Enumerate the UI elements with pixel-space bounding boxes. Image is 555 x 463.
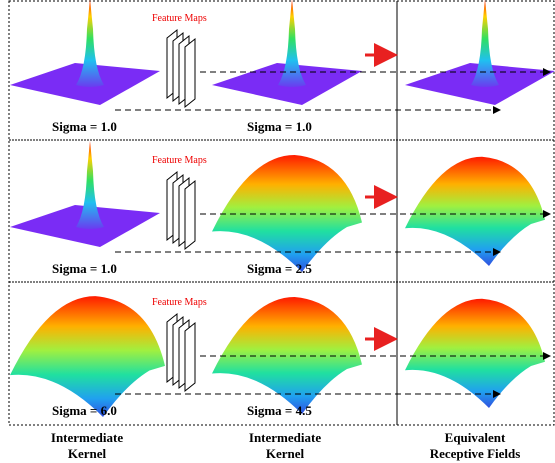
feature-maps-label: Feature Maps <box>152 297 207 308</box>
sigma-label: Sigma = 6.0 <box>52 403 117 418</box>
sigma-label: Sigma = 4.5 <box>247 403 312 418</box>
column-label: Receptive Fields <box>430 446 521 461</box>
feature-map <box>184 37 196 109</box>
column-label: Equivalent <box>445 430 506 445</box>
dome <box>212 155 362 272</box>
feature-maps-label: Feature Maps <box>152 13 207 24</box>
sigma-label: Sigma = 1.0 <box>52 261 117 276</box>
spike <box>278 0 306 87</box>
outer-border <box>8 0 555 426</box>
dome <box>405 298 545 408</box>
column-label: Intermediate <box>51 430 123 445</box>
spike <box>471 0 499 87</box>
sigma-label: Sigma = 1.0 <box>247 119 312 134</box>
column-label: Kernel <box>68 446 107 461</box>
feature-map <box>184 179 196 251</box>
dome <box>10 296 165 417</box>
dome <box>212 297 362 414</box>
column-label: Kernel <box>266 446 305 461</box>
dome <box>405 156 545 266</box>
spike <box>76 141 104 229</box>
spike <box>76 0 104 87</box>
column-label: Intermediate <box>249 430 321 445</box>
sigma-label: Sigma = 2.5 <box>247 261 312 276</box>
feature-maps-label: Feature Maps <box>152 155 207 166</box>
sigma-label: Sigma = 1.0 <box>52 119 117 134</box>
feature-map <box>184 321 196 393</box>
